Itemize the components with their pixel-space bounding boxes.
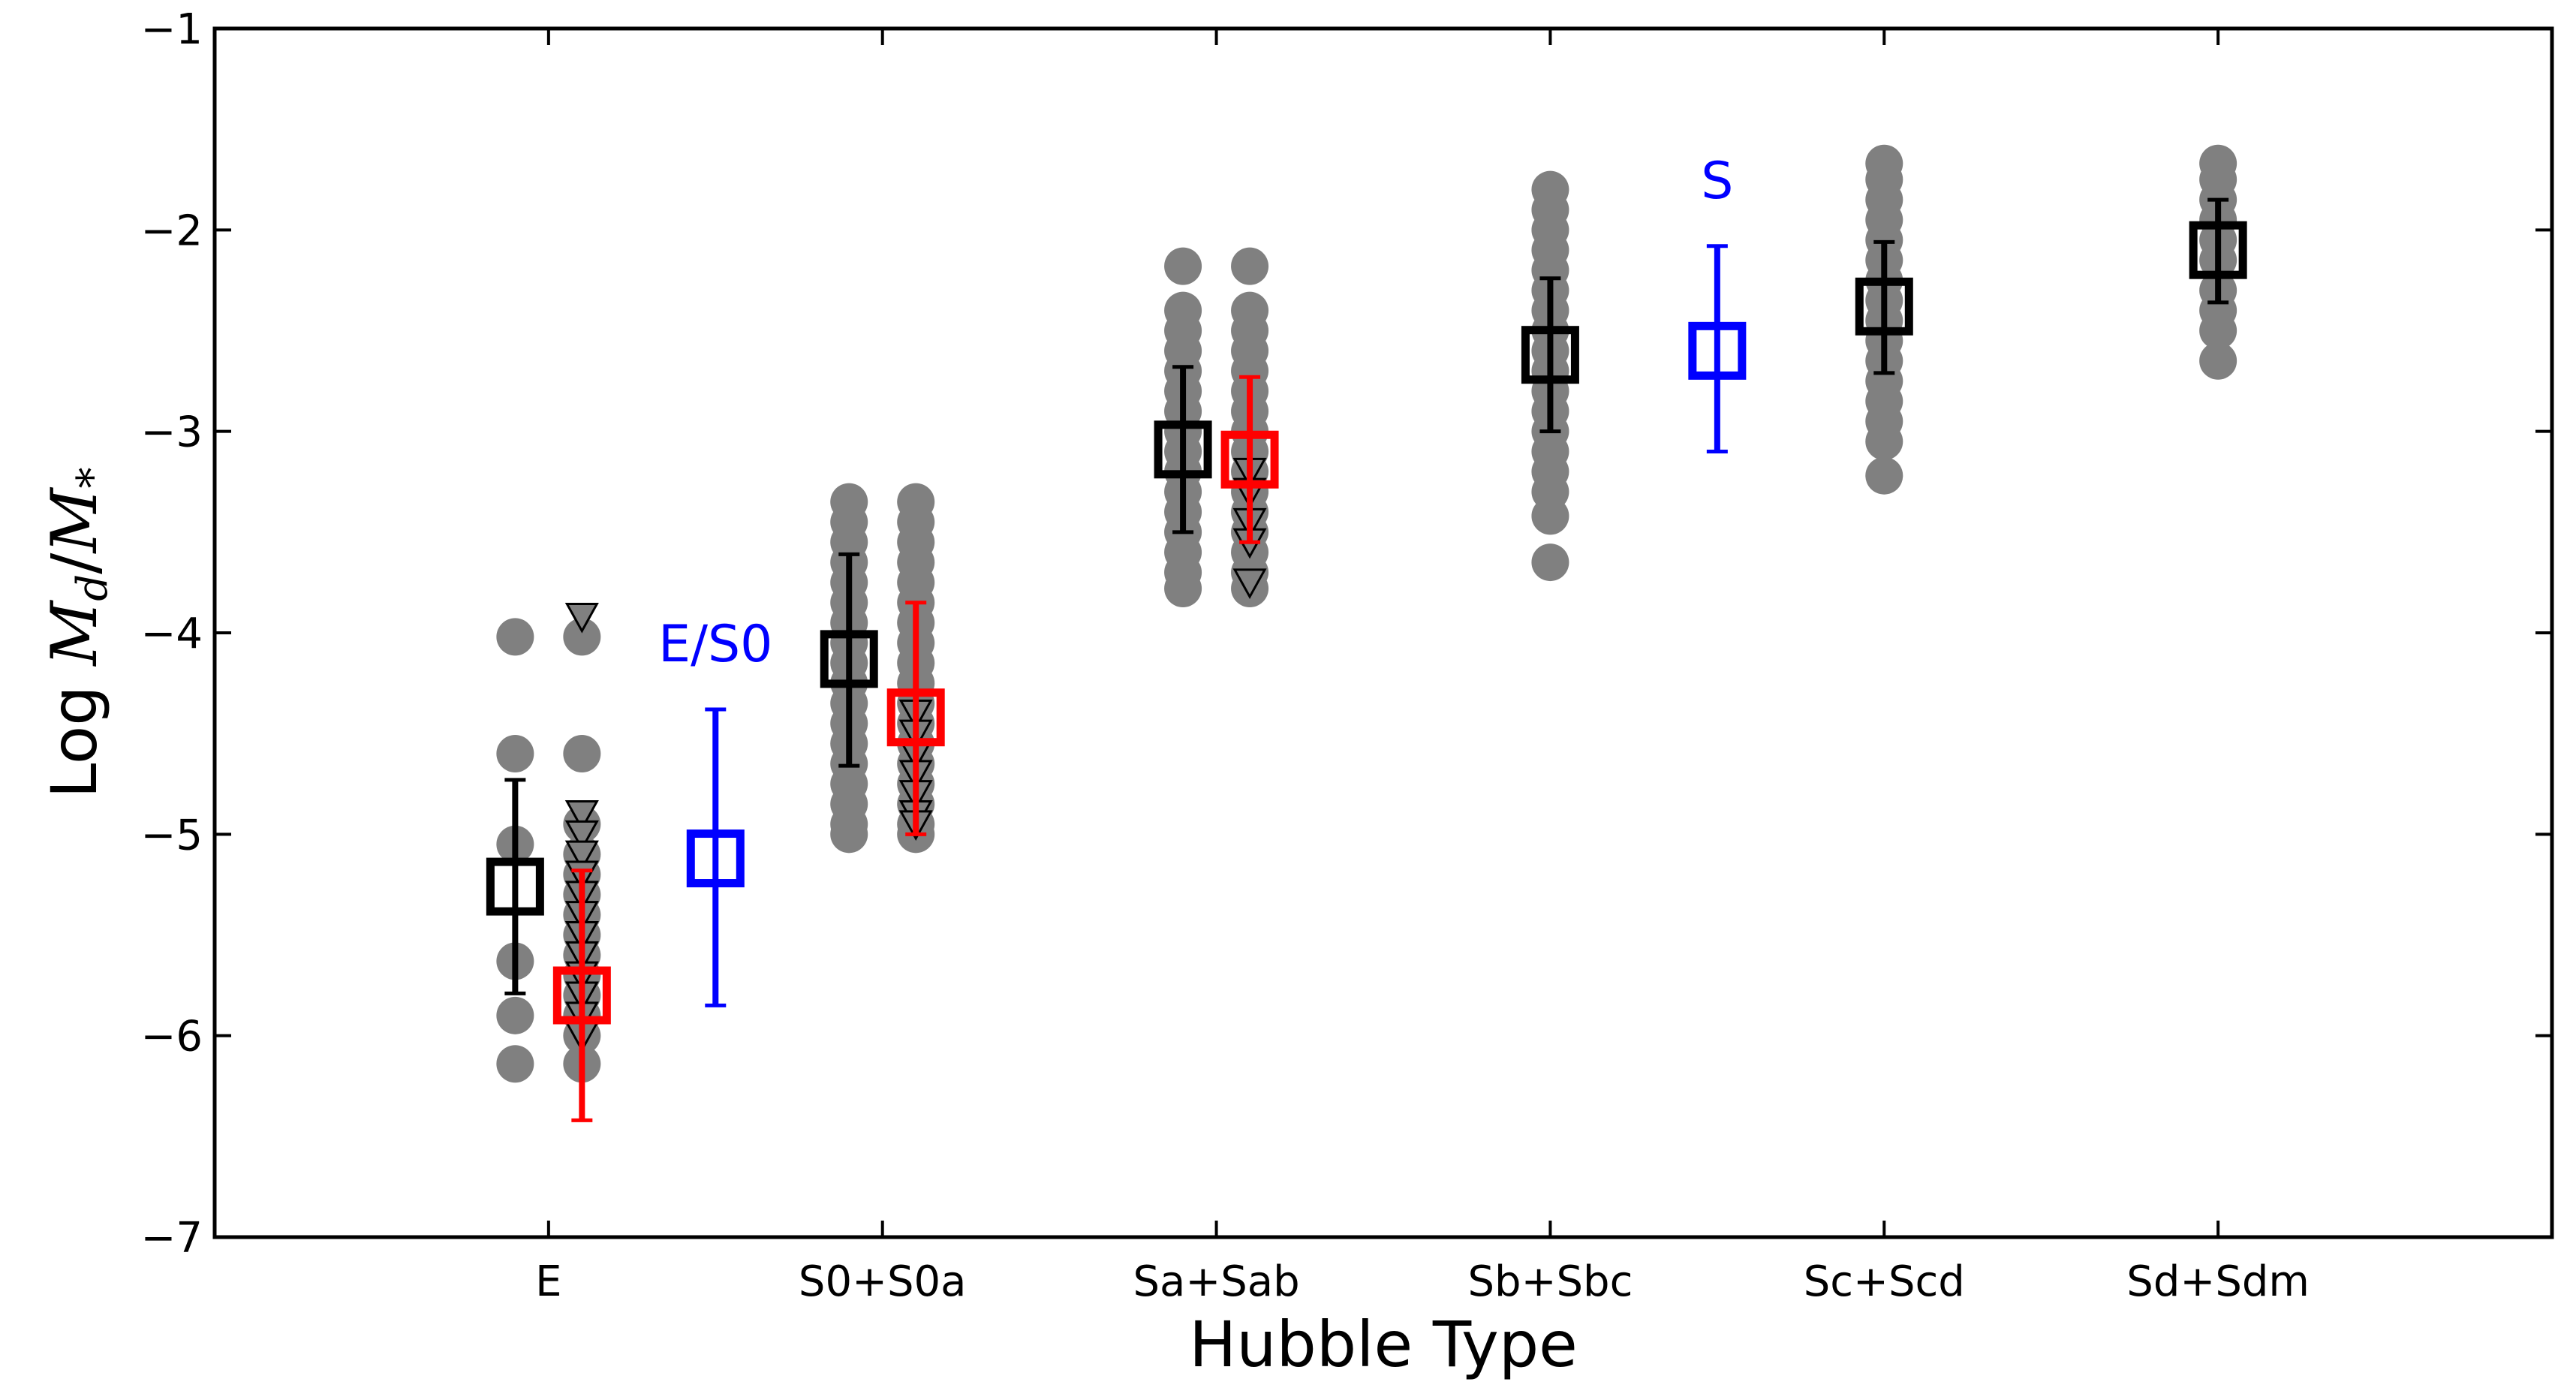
gray-point: [1164, 247, 1202, 285]
y-axis-title-num: M: [38, 600, 111, 667]
detections-point: [1154, 365, 1212, 534]
gray-point: [1865, 423, 1903, 461]
series-label: E/S0: [658, 615, 772, 674]
error-bar-series-layer: [486, 197, 2247, 1122]
detections-point: [1521, 276, 1579, 434]
gray-points-layer: [496, 144, 2237, 1083]
detections-marker: [1154, 420, 1212, 479]
upper-limit-marker: [564, 840, 599, 872]
axes-layer: −1 −2 −3 −4 −5 −6 −7 E S0+S0a Sa+Sab Sb+Sbc Sc+Scd S…: [140, 5, 2552, 1306]
upper_limits-marker: [552, 966, 611, 1025]
y-axis-title-slash: /: [38, 552, 111, 574]
gray-point: [563, 735, 601, 772]
gray-point: [496, 735, 534, 772]
y-axis-title-prefix: Log: [38, 666, 111, 799]
detections-marker: [1855, 277, 1913, 336]
comparison-point: [1688, 244, 1747, 453]
upper-limit-marker: [1232, 568, 1267, 600]
detections-marker: [486, 857, 544, 916]
detections-marker: [820, 630, 878, 688]
gray-point: [1231, 247, 1269, 285]
gray-point: [830, 815, 868, 854]
x-tick-label: Sa+Sab: [1133, 1257, 1299, 1306]
y-tick-label: −2: [140, 206, 203, 255]
gray-point: [1531, 497, 1569, 535]
detections-point: [2189, 197, 2247, 305]
upper_limits-point: [552, 869, 611, 1122]
y-tick-label: −3: [140, 408, 203, 457]
series-label: S: [1701, 152, 1733, 211]
y-axis-title: Log Md/M*: [38, 468, 117, 799]
upper-limit-marker: [564, 820, 599, 851]
y-tick-label: −5: [140, 811, 203, 860]
y-axis-title-num-sub: d: [68, 574, 117, 601]
y-tick-label: −4: [140, 610, 203, 658]
gray-point: [496, 618, 534, 656]
detections-point: [486, 778, 544, 995]
gray-point: [563, 618, 601, 656]
series-labels-layer: E/S0 S: [658, 152, 1733, 674]
gray-point: [1164, 569, 1202, 607]
x-tick-label: E: [535, 1257, 561, 1306]
gray-point: [2199, 342, 2237, 380]
upper-limit-marker: [564, 800, 599, 831]
x-tick-label: Sd+Sdm: [2126, 1257, 2310, 1306]
y-tick-label: −7: [140, 1214, 203, 1263]
x-tick-label: Sc+Scd: [1804, 1257, 1965, 1306]
detections-marker: [1521, 326, 1579, 384]
y-axis-title-text: Log Md/M*: [38, 468, 117, 799]
y-axis-title-den: M: [38, 487, 111, 555]
detections-point: [820, 552, 878, 768]
detections-marker: [2189, 221, 2247, 279]
comparison-point: [686, 707, 745, 1007]
y-tick-label: −6: [140, 1013, 203, 1061]
upper_limits-point: [886, 601, 945, 836]
gray-point: [1865, 456, 1903, 495]
x-axis-title: Hubble Type: [1189, 1308, 1578, 1381]
comparison-marker: [1688, 321, 1747, 380]
upper-limit-marker: [564, 603, 599, 634]
gray-point: [2199, 312, 2237, 350]
upper_limits-marker: [1220, 430, 1279, 489]
gray-point: [1531, 543, 1569, 582]
comparison-marker: [686, 829, 745, 888]
upper_limits-point: [1220, 375, 1279, 544]
y-axis-title-den-sub: *: [68, 468, 117, 489]
x-tick-label: Sb+Sbc: [1467, 1257, 1633, 1306]
gray-point: [496, 996, 534, 1034]
gray-point: [496, 1045, 534, 1083]
y-tick-label: −1: [140, 5, 203, 54]
x-tick-label: S0+S0a: [799, 1257, 967, 1306]
upper_limits-marker: [886, 688, 945, 747]
detections-point: [1855, 239, 1913, 375]
